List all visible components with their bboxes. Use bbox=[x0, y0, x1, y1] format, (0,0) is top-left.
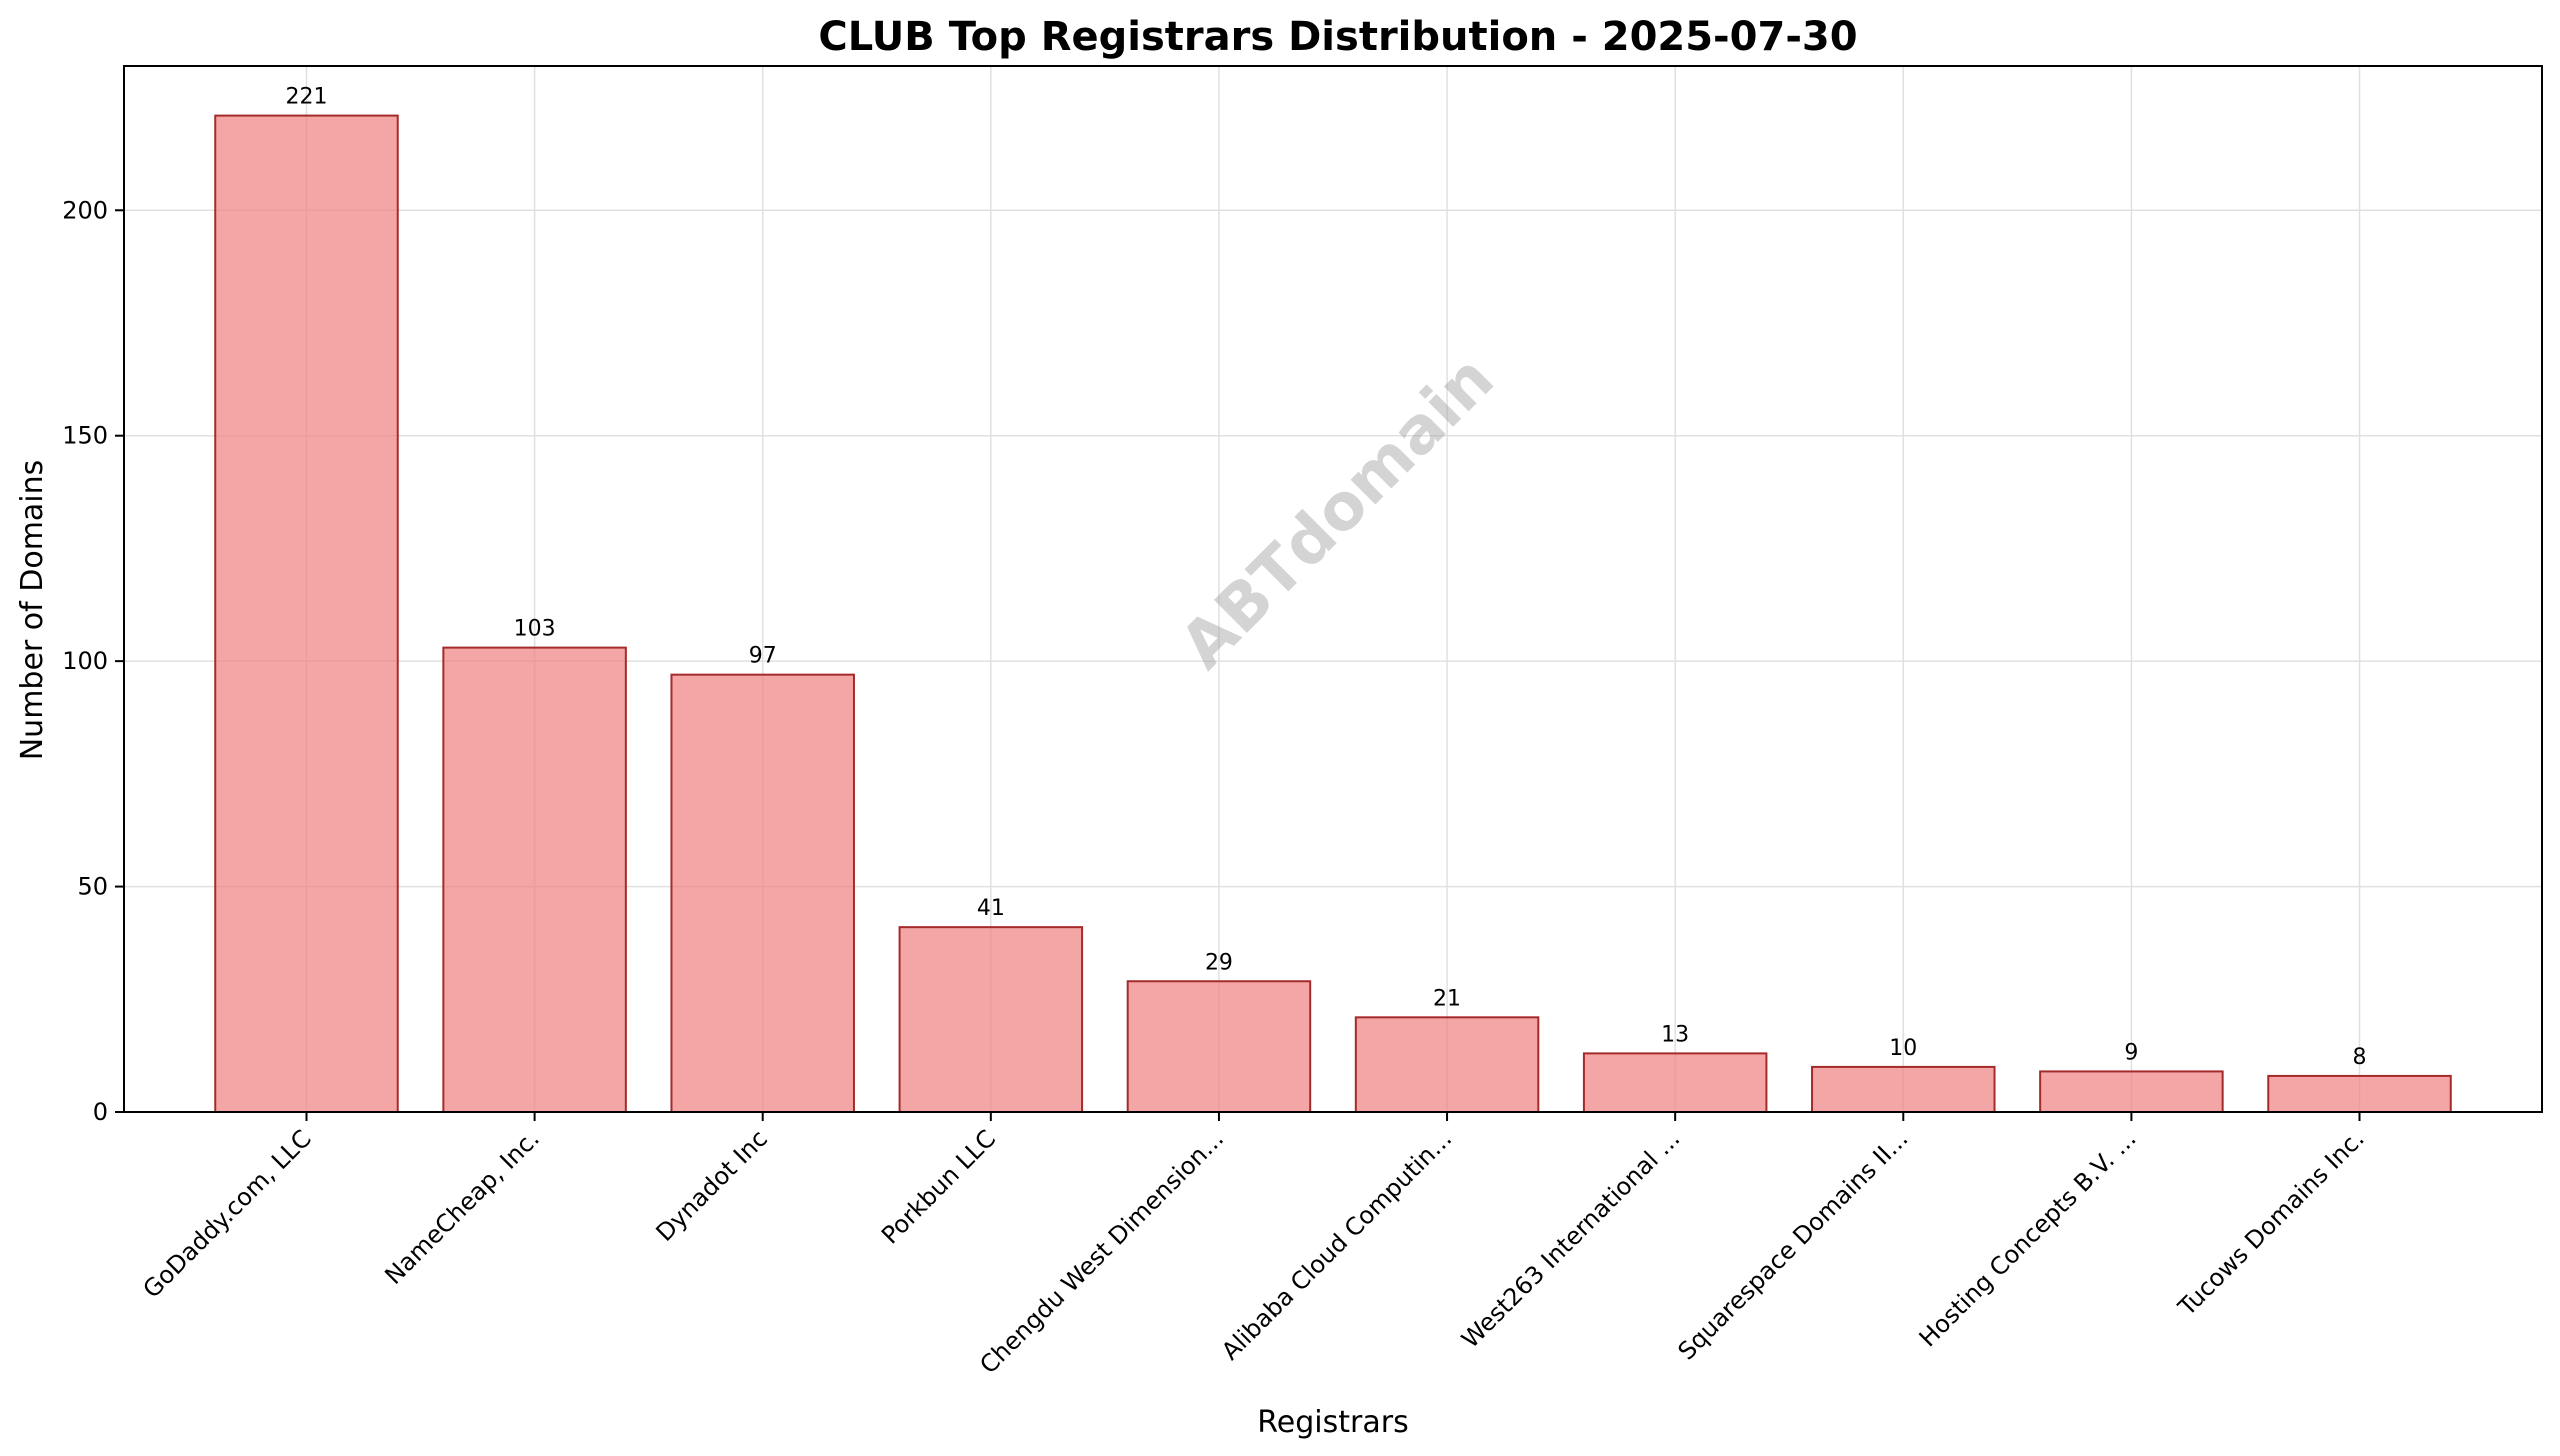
bar bbox=[1811, 1065, 1996, 1114]
data-labels: 221 103 97 41 29 21 13 10 9 8 bbox=[285, 85, 2366, 1070]
bar-value-label: 221 bbox=[285, 85, 327, 110]
bar bbox=[442, 646, 627, 1113]
bar bbox=[670, 673, 855, 1114]
bar-value-label: 41 bbox=[977, 896, 1005, 921]
bar-value-label: 97 bbox=[749, 644, 777, 669]
chart-title: CLUB Top Registrars Distribution - 2025-… bbox=[818, 14, 1857, 60]
y-tick-label: 100 bbox=[62, 647, 108, 675]
bar-value-label: 10 bbox=[1889, 1036, 1917, 1061]
y-axis-ticks: 0 50 100 150 200 bbox=[62, 196, 124, 1126]
y-tick-label: 200 bbox=[62, 196, 108, 224]
bar-value-label: 13 bbox=[1661, 1022, 1689, 1047]
bar-value-label: 8 bbox=[2353, 1045, 2367, 1070]
bar bbox=[1582, 1052, 1768, 1114]
y-tick-label: 0 bbox=[93, 1098, 108, 1126]
bar-value-label: 21 bbox=[1433, 986, 1461, 1011]
y-tick-label: 150 bbox=[62, 422, 108, 450]
x-axis-label: Registrars bbox=[1257, 1405, 1408, 1440]
bar bbox=[1126, 980, 1312, 1113]
bar-value-label: 103 bbox=[514, 617, 556, 642]
bars bbox=[214, 114, 2452, 1114]
bar-value-label: 29 bbox=[1205, 950, 1233, 975]
bar bbox=[898, 926, 1084, 1113]
bar bbox=[2039, 1070, 2224, 1113]
bar bbox=[2267, 1074, 2452, 1113]
bar bbox=[1354, 1016, 1540, 1114]
bar bbox=[214, 114, 399, 1113]
bar-value-label: 9 bbox=[2124, 1040, 2138, 1065]
y-axis-label: Number of Domains bbox=[15, 460, 50, 761]
plot-frame bbox=[123, 65, 2543, 1113]
y-tick-label: 50 bbox=[77, 873, 108, 901]
